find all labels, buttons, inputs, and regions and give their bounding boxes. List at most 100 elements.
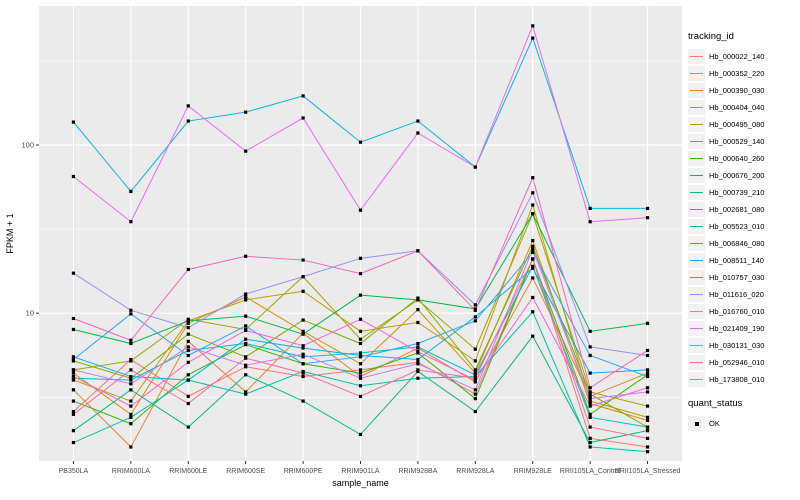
legend-entry-Hb_006846_080: Hb_006846_080: [688, 235, 798, 252]
data-point-marker: [244, 110, 248, 114]
legend-line-swatch-icon: [690, 277, 703, 278]
data-point-marker: [473, 371, 477, 375]
data-point-marker: [186, 319, 190, 323]
data-point-marker: [473, 378, 477, 382]
legend-key-box: [688, 355, 705, 370]
data-point-marker: [358, 368, 363, 372]
data-point-marker: [301, 352, 305, 356]
data-point-marker: [186, 360, 190, 364]
data-point-marker: [244, 314, 248, 318]
data-point-marker: [129, 338, 133, 342]
legend-line-swatch-icon: [690, 362, 703, 363]
data-point-marker: [186, 348, 190, 353]
data-point-marker: [473, 374, 477, 379]
legend-line-swatch-icon: [690, 192, 703, 193]
legend-line-swatch-icon: [690, 73, 703, 74]
data-point-marker: [244, 295, 248, 299]
legend-line-swatch-icon: [690, 56, 703, 57]
data-point-marker: [186, 353, 190, 358]
data-point-marker: [416, 298, 420, 302]
data-point-marker: [588, 345, 592, 349]
data-point-marker: [71, 388, 76, 392]
data-point-marker: [358, 293, 363, 297]
data-point-marker: [473, 376, 477, 380]
data-point-marker: [186, 339, 190, 343]
legend-entry-label: Hb_000495_080: [709, 120, 765, 129]
data-point-marker: [416, 308, 420, 312]
legend-entry-Hb_000495_080: Hb_000495_080: [688, 116, 798, 133]
data-point-marker: [358, 271, 363, 276]
data-point-marker: [186, 317, 190, 321]
data-point-marker: [531, 250, 535, 254]
data-point-marker: [71, 378, 76, 382]
data-point-marker: [645, 450, 650, 454]
legend-key-box: [688, 117, 705, 132]
legend-entry-Hb_002681_080: Hb_002681_080: [688, 201, 798, 218]
data-point-marker: [129, 374, 133, 379]
data-point-marker: [186, 321, 190, 325]
data-point-marker: [645, 415, 650, 419]
data-point-marker: [531, 264, 535, 268]
legend-key-box: [688, 134, 705, 149]
data-point-marker: [244, 341, 248, 346]
data-point-marker: [588, 353, 592, 358]
data-point-marker: [71, 327, 76, 332]
data-point-marker: [71, 271, 76, 275]
data-point-marker: [531, 310, 535, 314]
data-point-marker: [416, 296, 420, 300]
data-point-marker: [473, 380, 477, 384]
legend-entry-label: Hb_008511_140: [709, 256, 764, 265]
data-point-marker: [71, 409, 76, 414]
data-point-marker: [531, 212, 535, 216]
legend-line-swatch-icon: [690, 379, 703, 380]
data-point-marker: [244, 390, 248, 394]
data-point-marker: [588, 206, 592, 211]
data-point-marker: [645, 386, 650, 390]
legend-entry-label: Hb_010757_030: [709, 273, 765, 282]
data-point-marker: [71, 412, 76, 416]
data-point-marker: [358, 432, 363, 437]
data-point-marker: [358, 371, 363, 375]
data-point-marker: [186, 373, 190, 377]
legend-line-swatch-icon: [690, 124, 703, 125]
legend-key-box: [688, 253, 705, 268]
legend-title-quant-status: quant_status: [688, 398, 743, 409]
data-point-marker: [645, 425, 650, 429]
legend-key-box: [688, 270, 705, 285]
y-axis-title: FPKM + 1: [5, 213, 15, 253]
data-point-marker: [473, 319, 477, 323]
legend-entry-Hb_000404_040: Hb_000404_040: [688, 99, 798, 116]
legend-line-swatch-icon: [690, 311, 703, 312]
data-point-marker: [71, 120, 76, 124]
data-point-marker: [301, 94, 305, 98]
data-point-marker: [71, 374, 76, 379]
data-point-marker: [531, 244, 535, 248]
data-point-marker: [358, 341, 363, 346]
legend-key-box: [688, 287, 705, 302]
data-point-marker: [645, 368, 650, 372]
data-point-marker: [588, 399, 592, 403]
legend-line-swatch-icon: [690, 141, 703, 142]
legend-line-swatch-icon: [690, 294, 703, 295]
data-point-marker: [531, 276, 535, 280]
x-tick-label: RRIM600LA: [112, 468, 150, 475]
data-point-marker: [129, 422, 133, 426]
data-point-marker: [186, 267, 190, 272]
y-tick-label: 100: [21, 141, 34, 150]
data-point-marker: [531, 36, 535, 40]
legend-key-box: [688, 219, 705, 234]
legend-entry-label: Hb_052946_010: [709, 358, 765, 367]
data-point-marker: [531, 203, 535, 207]
data-point-marker: [301, 362, 305, 366]
legend-entry-Hb_000352_220: Hb_000352_220: [688, 65, 798, 82]
data-point-marker: [645, 371, 650, 375]
legend-entry-Hb_021409_190: Hb_021409_190: [688, 320, 798, 337]
data-point-marker: [301, 399, 305, 403]
legend-entry-label: Hb_000404_040: [709, 103, 765, 112]
data-point-marker: [416, 362, 420, 366]
data-point-marker: [301, 329, 305, 333]
legend-entry-label: Hb_000640_260: [709, 154, 765, 163]
data-point-marker: [588, 220, 592, 224]
data-point-marker: [588, 386, 592, 390]
data-point-marker: [645, 445, 650, 449]
